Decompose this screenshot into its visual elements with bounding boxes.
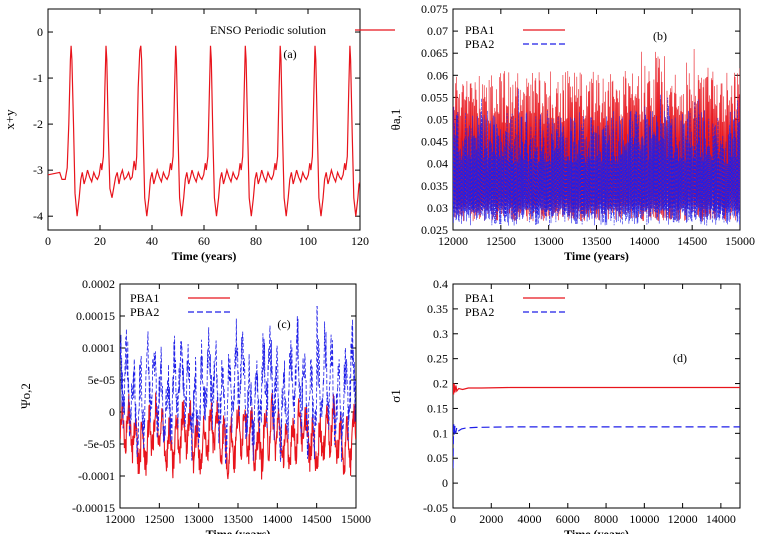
x-tick-label: 12500 [486, 234, 516, 248]
x-tick-label: 4000 [518, 512, 542, 526]
y-tick-label: -3 [33, 163, 43, 177]
legend-label: PBA2 [465, 37, 494, 51]
x-tick-label: 13000 [184, 512, 214, 526]
x-tick-label: 14000 [706, 512, 736, 526]
y-tick-label: 0.065 [421, 46, 448, 60]
legend-label: PBA1 [465, 23, 494, 37]
y-tick-label: -0.00015 [72, 501, 115, 515]
y-tick-label: 0.04 [427, 157, 448, 171]
x-tick-label: 80 [250, 234, 262, 248]
legend-label: PBA2 [465, 305, 494, 319]
x-tick-label: 12500 [144, 512, 174, 526]
plot-area [453, 48, 740, 226]
series-line-pba2 [453, 423, 740, 469]
y-tick-label: 0.0002 [82, 277, 115, 291]
panel-label: (a) [283, 47, 296, 61]
x-tick-label: 8000 [594, 512, 618, 526]
plot-area [453, 383, 740, 469]
x-tick-label: 15000 [725, 234, 755, 248]
panel-label: (b) [653, 29, 667, 43]
series-line-pba2 [120, 305, 356, 465]
y-tick-label: 0 [442, 476, 448, 490]
x-tick-label: 120 [351, 234, 369, 248]
y-tick-label: 0 [109, 405, 115, 419]
x-tick-label: 6000 [556, 512, 580, 526]
x-axis-label: Time (years) [564, 249, 629, 263]
y-tick-label: 0.3 [433, 327, 448, 341]
x-axis-label: Time (years) [172, 249, 237, 263]
x-tick-label: 0 [45, 234, 51, 248]
x-axis-label: Time (years) [564, 527, 629, 534]
y-tick-label: 0.06 [427, 68, 448, 82]
y-tick-label: 0.0001 [82, 341, 115, 355]
panel-a: 0 20 40 60 80 100 120 -4 -3 -2 -1 0 Time (years) x+y (… [2, 8, 395, 263]
legend-label: PBA1 [465, 291, 494, 305]
y-axis-label: θa,1 [388, 109, 403, 131]
x-tick-label: 13000 [534, 234, 564, 248]
x-tick-label: 100 [299, 234, 317, 248]
y-tick-label: 0.025 [421, 223, 448, 237]
series-line-pba2 [453, 88, 740, 226]
legend-label: PBA1 [130, 291, 159, 305]
x-tick-label: 13500 [223, 512, 253, 526]
y-tick-label: 5e-05 [88, 373, 115, 387]
x-tick-label: 12000 [105, 512, 135, 526]
y-tick-label: 0.05 [427, 451, 448, 465]
panel-label: (d) [673, 351, 687, 365]
y-tick-label: 0.2 [433, 377, 448, 391]
y-tick-label: 0.00015 [76, 309, 115, 323]
y-tick-label: 0.03 [427, 201, 448, 215]
x-tick-label: 40 [146, 234, 158, 248]
x-tick-label: 20 [94, 234, 106, 248]
y-tick-label: 0.035 [421, 179, 448, 193]
y-axis-label: x+y [2, 109, 17, 130]
plot-area [120, 305, 356, 480]
x-tick-label: 2000 [479, 512, 503, 526]
x-tick-label: 60 [198, 234, 210, 248]
plot-area [48, 45, 360, 217]
y-tick-label: -4 [33, 209, 43, 223]
x-tick-label: 13500 [582, 234, 612, 248]
series-line-pba1 [120, 392, 356, 480]
y-tick-label: -0.05 [423, 501, 448, 515]
x-tick-label: 10000 [629, 512, 659, 526]
y-tick-label: 0 [37, 25, 43, 39]
x-tick-label: 12000 [668, 512, 698, 526]
y-tick-label: 0.075 [421, 2, 448, 16]
x-tick-label: 14000 [629, 234, 659, 248]
x-tick-label: 14500 [302, 512, 332, 526]
y-tick-label: -0.0001 [78, 469, 115, 483]
panel-d: 0 2000 4000 6000 8000 10000 12000 14000-0.0500.… [388, 277, 741, 534]
x-tick-label: 14000 [262, 512, 292, 526]
x-tick-label: 14500 [677, 234, 707, 248]
y-tick-label: -1 [33, 71, 43, 85]
x-axis-label: Time (years) [206, 527, 271, 534]
series-line-pba1 [453, 383, 740, 395]
legend-label: PBA2 [130, 305, 159, 319]
x-tick-label: 15000 [341, 512, 371, 526]
x-tick-label: 0 [450, 512, 456, 526]
panel-label: (c) [277, 317, 290, 331]
y-tick-label: 0.055 [421, 90, 448, 104]
y-tick-label: 0.4 [433, 277, 448, 291]
series-line-enso [48, 45, 360, 217]
y-tick-label: 0.1 [433, 426, 448, 440]
y-tick-label: -5e-05 [84, 437, 115, 451]
y-tick-label: 0.35 [427, 302, 448, 316]
y-tick-label: 0.07 [427, 24, 448, 38]
panel-c: 12000 12500 13000 13500 14000 14500 15000 -0.00… [18, 277, 371, 534]
y-axis-label: σ1 [388, 389, 403, 403]
y-tick-label: 0.05 [427, 113, 448, 127]
legend-label: ENSO Periodic solution [210, 23, 326, 37]
plot-frame [452, 283, 741, 509]
y-tick-label: 0.045 [421, 135, 448, 149]
y-axis-label: Ψo,2 [18, 383, 33, 409]
y-tick-label: 0.25 [427, 352, 448, 366]
y-tick-label: 0.15 [427, 401, 448, 415]
x-tick-label: 12000 [438, 234, 468, 248]
panel-b: 12000 12500 13000 13500 14000 14500 15000 0.025… [388, 2, 755, 263]
y-tick-label: -2 [33, 117, 43, 131]
